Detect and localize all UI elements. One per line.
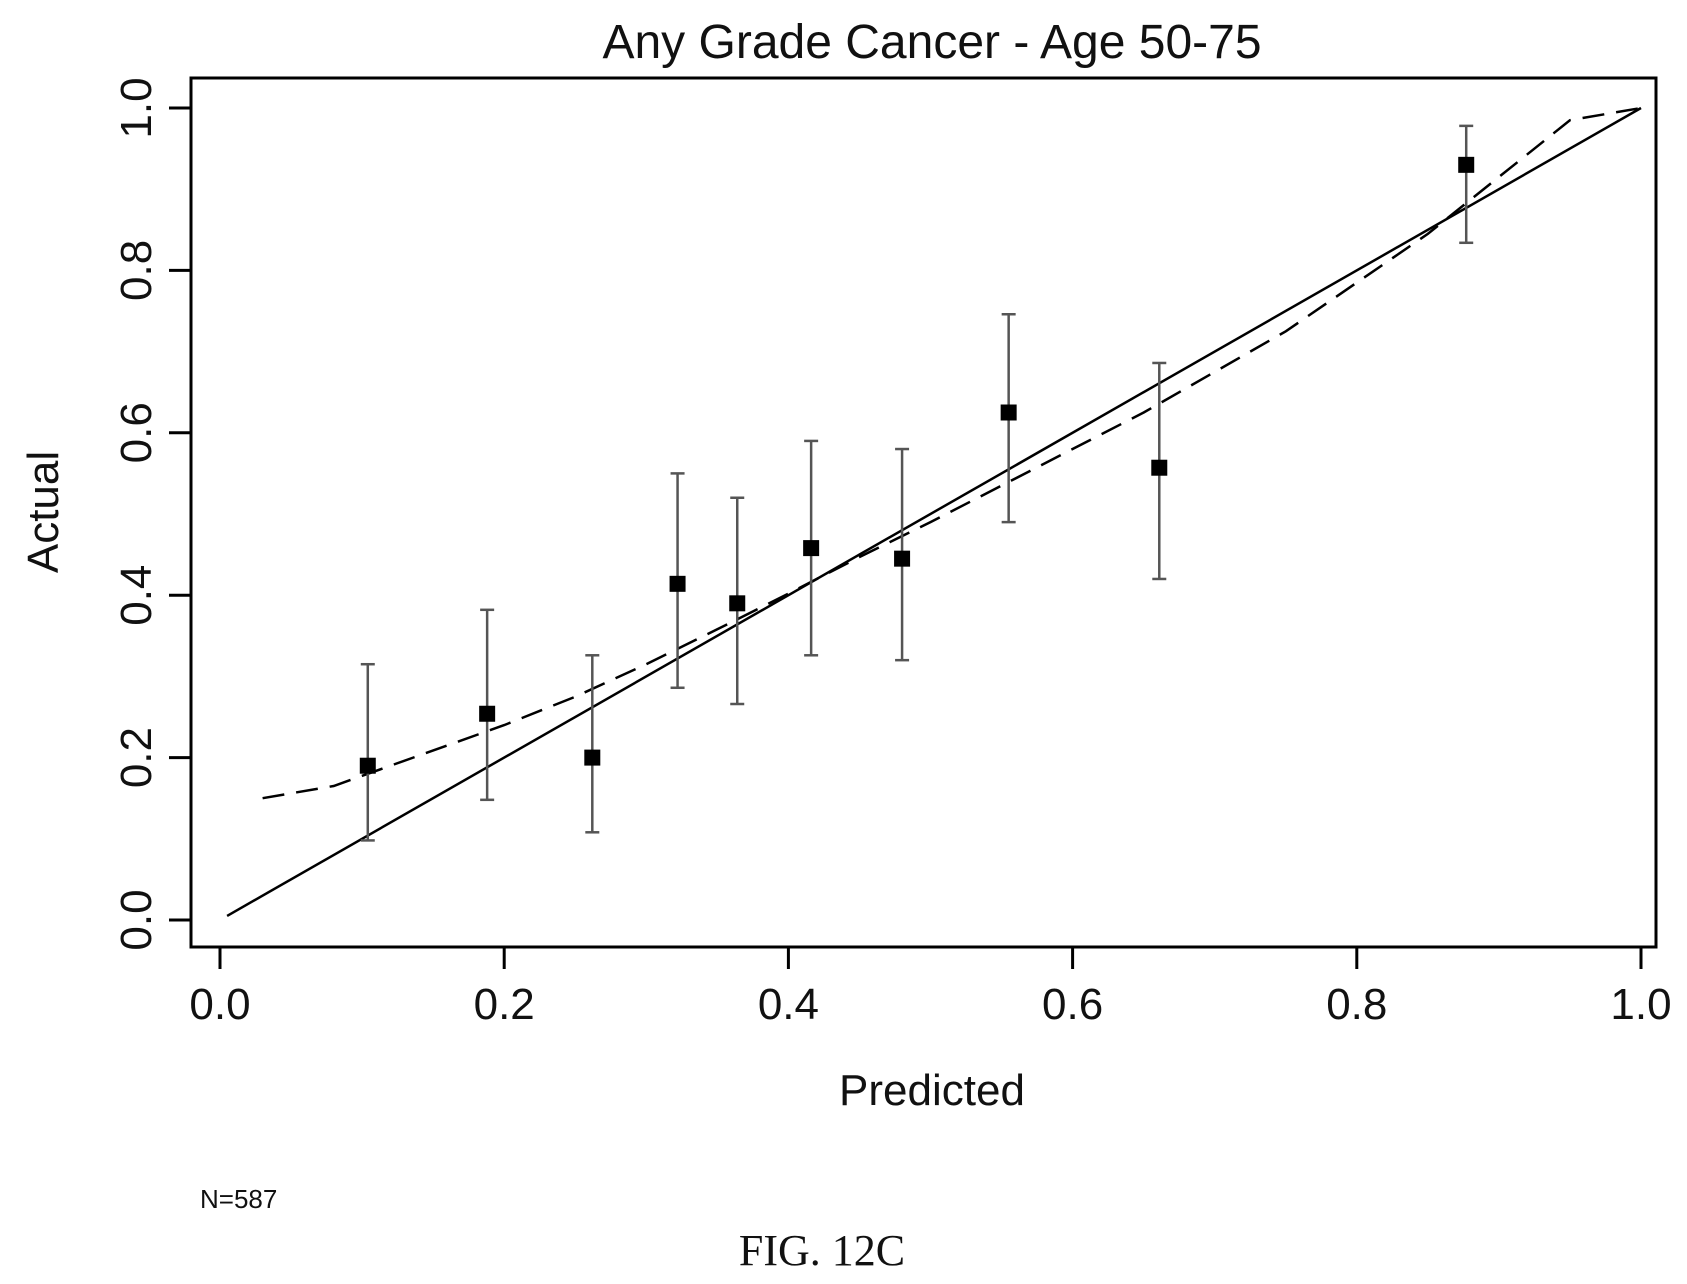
chart-title: Any Grade Cancer - Age 50-75 — [602, 16, 1261, 69]
data-point — [584, 749, 601, 766]
reference-diagonal-line — [226, 106, 1642, 917]
y-axis-title: Actual — [19, 451, 68, 573]
data-point — [803, 540, 820, 557]
data-point — [359, 757, 376, 774]
plot-frame — [189, 76, 1658, 949]
y-tick-label: 0.0 — [112, 889, 161, 950]
x-tick-label: 0.4 — [758, 980, 819, 1029]
y-tick-label: 0.8 — [112, 240, 161, 301]
data-point — [1000, 404, 1017, 421]
y-tick-label: 0.6 — [112, 402, 161, 463]
x-axis-title: Predicted — [839, 1066, 1025, 1115]
x-tick-label: 0.2 — [474, 980, 535, 1029]
figure-caption: FIG. 12C — [739, 1226, 905, 1275]
x-tick-label: 0.8 — [1326, 980, 1387, 1029]
smoothed-calibration-line — [262, 106, 1642, 800]
points-layer — [359, 124, 1475, 842]
data-point — [729, 595, 746, 612]
y-tick-label: 0.4 — [112, 565, 161, 626]
y-tick-label: 1.0 — [112, 77, 161, 138]
data-point — [894, 550, 911, 567]
x-tick-label: 0.0 — [189, 980, 250, 1029]
x-tick-label: 0.6 — [1042, 980, 1103, 1029]
x-axis: 0.0 0.2 0.4 0.6 0.8 1.0 — [189, 945, 1672, 1029]
data-point — [1151, 459, 1168, 476]
y-tick-label: 0.2 — [112, 727, 161, 788]
x-tick-label: 1.0 — [1610, 980, 1671, 1029]
data-point — [1458, 156, 1475, 173]
lines-layer — [226, 106, 1642, 917]
y-axis: 0.0 0.2 0.4 0.6 0.8 1.0 — [112, 77, 193, 951]
data-point — [479, 705, 496, 722]
sample-size-label: N=587 — [200, 1184, 277, 1214]
data-point — [669, 575, 686, 592]
